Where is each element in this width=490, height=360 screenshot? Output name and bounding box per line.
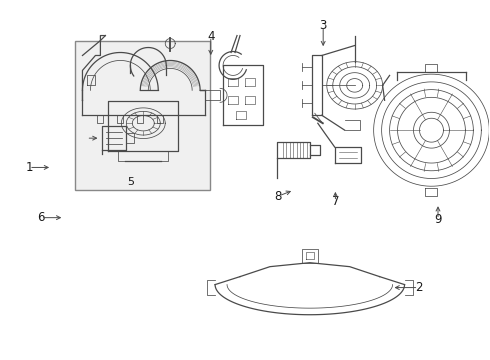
- Text: 2: 2: [415, 281, 422, 294]
- Text: 1: 1: [25, 161, 33, 174]
- Bar: [75, 41, 210, 190]
- Text: 5: 5: [127, 177, 134, 187]
- Text: 7: 7: [332, 195, 339, 208]
- Text: 9: 9: [434, 213, 442, 226]
- Text: 3: 3: [319, 19, 327, 32]
- Text: 4: 4: [207, 30, 215, 43]
- Text: 6: 6: [37, 211, 45, 224]
- Text: 8: 8: [274, 190, 282, 203]
